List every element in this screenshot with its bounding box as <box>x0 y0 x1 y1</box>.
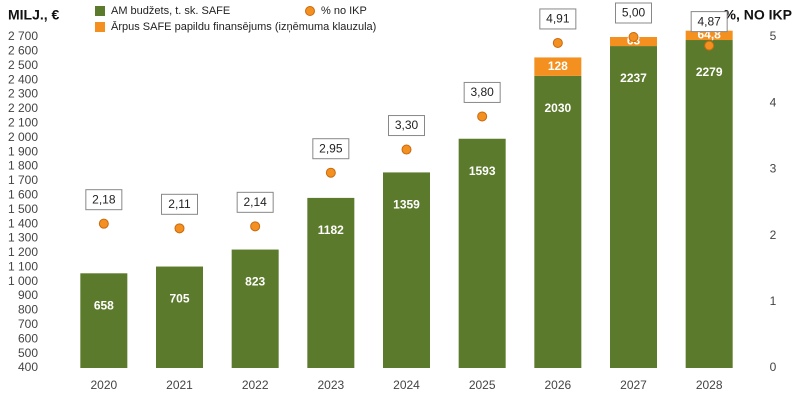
value-label-box <box>539 8 577 30</box>
value-label-box <box>236 191 274 213</box>
bar-label: 658 <box>94 298 114 312</box>
x-tick-label: 2026 <box>544 378 571 392</box>
legend-marker <box>305 6 315 16</box>
bar-label: 1182 <box>318 223 344 237</box>
bar <box>80 273 128 368</box>
value-label-box <box>615 2 652 24</box>
y2-tick-label: 5 <box>770 29 777 43</box>
bar-label: 1359 <box>393 198 420 212</box>
point <box>174 223 185 234</box>
bar <box>307 197 355 368</box>
y-tick-label: 1 500 <box>8 202 38 216</box>
y-tick-label: 600 <box>18 331 38 345</box>
y-tick-label: 1 800 <box>8 159 38 173</box>
y-tick-label: 1 600 <box>8 187 38 201</box>
y-tick-label: 1 900 <box>8 144 38 158</box>
bar <box>231 249 279 368</box>
x-tick-label: 2027 <box>620 378 647 392</box>
y2-tick-label: 0 <box>770 360 777 374</box>
y2-tick-label: 1 <box>770 294 777 308</box>
value-label-box <box>690 11 728 33</box>
bar <box>383 172 430 368</box>
x-tick-label: 2024 <box>393 378 420 392</box>
y2-tick-label: 4 <box>770 95 777 109</box>
value-label-box <box>161 193 198 215</box>
bar-label: 2030 <box>544 101 571 115</box>
y-tick-label: 400 <box>18 360 38 374</box>
value-label: 5,00 <box>622 6 646 20</box>
value-label-box <box>312 138 350 160</box>
point <box>98 218 109 229</box>
x-tick-label: 2025 <box>469 378 496 392</box>
bar-label: 705 <box>169 292 189 306</box>
y-tick-label: 1 700 <box>8 173 38 187</box>
point <box>552 37 563 48</box>
bar <box>685 40 733 368</box>
y2-tick-label: 2 <box>770 228 777 242</box>
point <box>628 32 639 42</box>
y2-tick-label: 3 <box>770 162 777 176</box>
value-label: 3,80 <box>470 85 494 99</box>
point <box>477 111 488 122</box>
bar-label: 128 <box>548 59 568 73</box>
y-tick-label: 2 200 <box>8 101 38 115</box>
value-label: 4,87 <box>697 14 721 28</box>
bar-label: 1593 <box>469 164 496 178</box>
bar-label: 2237 <box>620 71 647 85</box>
value-label-box <box>463 81 501 103</box>
bar <box>685 30 733 41</box>
legend-label: % no IKP <box>321 5 367 17</box>
x-tick-label: 2022 <box>242 378 269 392</box>
y-tick-label: 800 <box>18 303 38 317</box>
value-label-box <box>388 115 425 137</box>
bar-label: 2279 <box>696 65 723 79</box>
y2-axis-title: %, NO IKP <box>724 7 792 23</box>
x-tick-label: 2023 <box>317 378 344 392</box>
y-tick-label: 1 400 <box>8 216 38 230</box>
value-label: 2,18 <box>92 192 116 206</box>
legend-marker <box>95 22 105 32</box>
x-tick-label: 2028 <box>696 378 723 392</box>
bar <box>534 57 582 76</box>
y-tick-label: 2 000 <box>8 130 38 144</box>
y-tick-label: 1 100 <box>8 259 38 273</box>
value-label: 4,91 <box>546 12 570 26</box>
point <box>325 167 336 178</box>
x-tick-label: 2020 <box>90 378 117 392</box>
bar-label: 823 <box>245 275 265 289</box>
value-label: 2,11 <box>168 197 191 211</box>
legend-label: Ārpus SAFE papildu finansējums (izņēmuma… <box>111 21 376 33</box>
value-label: 3,30 <box>395 118 419 132</box>
y-tick-label: 2 100 <box>8 116 38 130</box>
y-tick-label: 2 600 <box>8 44 38 58</box>
bar <box>534 75 582 369</box>
y-tick-label: 2 700 <box>8 29 38 43</box>
legend-label: AM budžets, t. sk. SAFE <box>111 5 230 17</box>
y-axis-title: MILJ., € <box>8 7 60 23</box>
y-tick-label: 2 400 <box>8 72 38 86</box>
y-tick-label: 1 200 <box>8 245 38 259</box>
legend-marker <box>95 6 105 16</box>
x-tick-label: 2021 <box>166 378 193 392</box>
y-tick-label: 2 300 <box>8 87 38 101</box>
y-tick-label: 500 <box>18 346 38 360</box>
bar <box>610 46 657 368</box>
y-tick-label: 700 <box>18 317 38 331</box>
y-tick-label: 900 <box>18 288 38 302</box>
y-tick-label: 1 300 <box>8 231 38 245</box>
value-label-box <box>85 189 123 211</box>
bar <box>156 266 203 368</box>
point <box>401 144 412 155</box>
point <box>250 221 261 232</box>
y-tick-label: 2 500 <box>8 58 38 72</box>
value-label: 2,14 <box>243 195 267 209</box>
y-tick-label: 1 000 <box>8 274 38 288</box>
bar <box>458 138 506 368</box>
value-label: 2,95 <box>319 141 343 155</box>
point <box>704 40 715 51</box>
